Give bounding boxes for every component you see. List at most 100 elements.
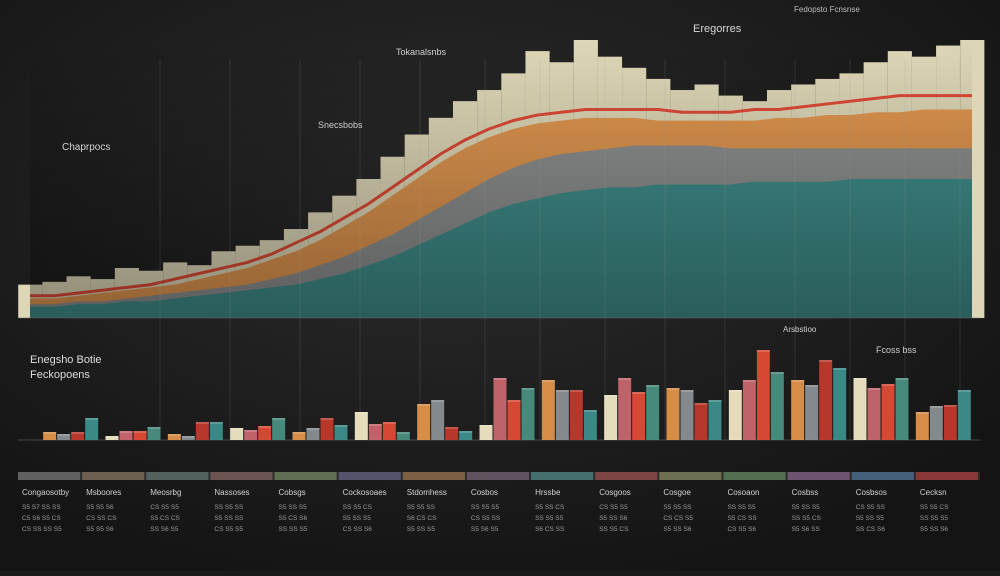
area-chart [18, 40, 985, 319]
bottom-line: CS SS S6 [343, 526, 373, 533]
bar-highlight [632, 392, 646, 394]
bar-8-1 [555, 390, 569, 440]
bottom-line: S5 S5 CS [920, 504, 949, 511]
bar-11-1 [742, 380, 756, 440]
bar-highlight [929, 406, 943, 408]
bottom-line: CS S5 S5 [150, 504, 179, 511]
bar-14-2 [943, 405, 957, 440]
bar-6-1 [431, 400, 445, 440]
bar-highlight [431, 400, 445, 402]
bottom-line: SS S5 CS [343, 504, 373, 511]
bottom-line: CS S5 S6 [727, 526, 756, 533]
bar-7-0 [479, 425, 493, 440]
bar-highlight [943, 405, 957, 407]
label-top-far: Fedopsto Fcnsnse [794, 5, 860, 14]
bar-highlight [320, 418, 334, 420]
label-mid-left: Snecsbobs [318, 120, 363, 130]
strip-segment [659, 472, 722, 480]
bar-4-0 [292, 432, 306, 440]
bar-highlight [57, 434, 71, 436]
bar-5-3 [396, 432, 410, 440]
bar-highlight [507, 400, 521, 402]
bottom-heading-12: Cosbss [792, 488, 819, 497]
bottom-line: CS S5 SS [856, 504, 886, 511]
bar-highlight [493, 378, 507, 380]
bar-6-2 [445, 427, 459, 440]
bar-highlight [382, 422, 396, 424]
bar-highlight [853, 378, 867, 380]
bottom-heading-5: Cockosoaes [343, 488, 387, 497]
strip-segment [787, 472, 850, 480]
bottom-heading-2: Meosrbg [150, 488, 181, 497]
bottom-heading-9: Cosgoos [599, 488, 631, 497]
strip-segment [915, 472, 978, 480]
bar-highlight [728, 390, 742, 392]
bottom-line: CS S5 S5 [599, 504, 628, 511]
bottom-heading-13: Cosbsos [856, 488, 887, 497]
bottom-line: CS SS SS S5 [22, 526, 62, 533]
strip-segment [146, 472, 209, 480]
bar-highlight [105, 436, 119, 438]
bar-9-3 [646, 385, 660, 440]
bar-3-0 [230, 428, 244, 440]
label-top-center: Tokanalsnbs [396, 47, 447, 57]
bottom-line: S5 S5 S6 [86, 504, 114, 511]
bar-highlight [334, 425, 348, 427]
bar-3-3 [272, 418, 286, 440]
bottom-heading-1: Msboores [86, 488, 121, 497]
bottom-line: S5 S5 SS [407, 504, 436, 511]
bottom-line: S5 CS S6 [279, 515, 308, 522]
bar-11-0 [728, 390, 742, 440]
bottom-line: SS S6 S5 [150, 526, 179, 533]
bar-3-1 [244, 430, 258, 440]
bar-highlight [770, 372, 784, 374]
bar-chart [18, 350, 980, 441]
bar-chart-title-1: Enegsho Botie [30, 354, 102, 366]
bottom-line: S5 S5 SS [663, 504, 692, 511]
bar-highlight [915, 412, 929, 414]
bar-7-3 [521, 388, 535, 440]
bar-highlight [244, 430, 258, 432]
bottom-line: S5 S6 SS [792, 526, 821, 533]
bar-highlight [680, 390, 694, 392]
bar-10-1 [680, 390, 694, 440]
bottom-line: SS CS S6 [856, 526, 886, 533]
bottom-line: S6 CS SS [535, 526, 565, 533]
bar-1-1 [119, 431, 133, 440]
strip-segment [18, 472, 81, 480]
bar-0-1 [57, 434, 71, 440]
bar-13-0 [853, 378, 867, 440]
bottom-line: SS S5 CS [599, 526, 629, 533]
bar-6-3 [459, 431, 473, 440]
bottom-heading-3: Nassoses [214, 488, 249, 497]
bottom-heading-8: Hrssbe [535, 488, 561, 497]
bottom-legend-band: Congaosotby S5 S7 SS SS C5 S6 S5 CS CS SS S… [18, 472, 980, 533]
bar-highlight [133, 431, 147, 433]
bar-highlight [445, 427, 459, 429]
bottom-line: S5 SS CS [535, 504, 565, 511]
bar-0-2 [71, 432, 85, 440]
bar-highlight [354, 412, 368, 414]
bar-highlight [867, 388, 881, 390]
bar-highlight [957, 390, 971, 392]
bar-highlight [368, 424, 382, 426]
bottom-heading-14: Cecksn [920, 488, 947, 497]
bar-highlight [396, 432, 410, 434]
bottom-line: SS S5 SS [214, 504, 244, 511]
bottom-line: SS S5 S5 [471, 504, 500, 511]
bar-highlight [181, 436, 195, 438]
bottom-line: S5 S7 SS SS [22, 504, 61, 511]
bar-highlight [195, 422, 209, 424]
bar-chart-title-2: Feckopoens [30, 369, 90, 381]
bar-highlight [742, 380, 756, 382]
bar-highlight [292, 432, 306, 434]
bar-0-0 [43, 432, 57, 440]
bar-highlight [459, 431, 473, 433]
strip-segment [338, 472, 401, 480]
bar-1-3 [147, 427, 161, 440]
bottom-line: S5 SS S6 [663, 526, 692, 533]
bar-12-2 [819, 360, 833, 440]
bar-highlight [555, 390, 569, 392]
bar-7-2 [507, 400, 521, 440]
